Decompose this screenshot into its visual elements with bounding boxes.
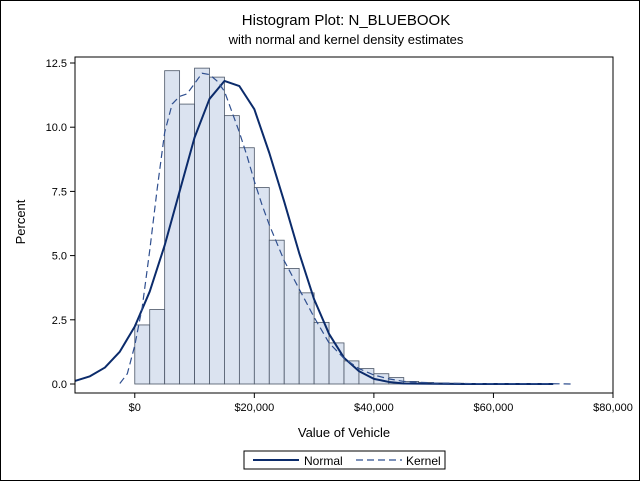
histogram-bar [149, 309, 166, 385]
axes: 0.0 2.5 5.0 7.5 10.0 12.5 $0 $20,000 $40,000 $60,… [46, 56, 633, 414]
y-tick-label: 5.0 [52, 251, 67, 263]
y-tick-label: 0.0 [52, 379, 67, 391]
y-axis-label: Percent [13, 199, 28, 244]
histogram-bar [134, 324, 151, 385]
chart-subtitle: with normal and kernel density estimates [228, 32, 464, 47]
y-tick-label: 12.5 [46, 58, 67, 70]
y-tick-label: 7.5 [52, 186, 67, 198]
y-tick-label: 10.0 [46, 122, 67, 134]
plot-area-border [74, 56, 614, 394]
histogram-bar [328, 342, 345, 385]
x-axis-label: Value of Vehicle [298, 425, 390, 440]
x-tick-label: $0 [129, 402, 141, 414]
histogram-bars [134, 67, 554, 385]
histogram-bar [209, 76, 225, 385]
histogram-bar [283, 268, 300, 385]
chart-title: Histogram Plot: N_BLUEBOOK [242, 12, 450, 29]
x-tick-label: $80,000 [593, 402, 633, 414]
legend-box [243, 450, 446, 470]
legend: Normal Kernel [243, 450, 446, 470]
legend-kernel-label: Kernel [406, 454, 441, 468]
histogram-bar [253, 187, 270, 385]
histogram-bar [164, 70, 181, 385]
histogram-bar [313, 321, 330, 385]
kernel-density-line [119, 72, 572, 385]
histogram-bar [298, 292, 315, 385]
histogram-bar [388, 377, 405, 385]
histogram-bar [238, 147, 255, 385]
legend-normal-label: Normal [304, 454, 343, 468]
x-tick-label: $60,000 [474, 402, 514, 414]
histogram-bar [224, 115, 240, 385]
x-tick-label: $20,000 [234, 402, 274, 414]
x-tick-label: $40,000 [354, 402, 394, 414]
histogram-bar [268, 239, 285, 385]
y-tick-label: 2.5 [52, 315, 67, 327]
density-curves [74, 72, 572, 385]
histogram-bar [358, 368, 375, 385]
